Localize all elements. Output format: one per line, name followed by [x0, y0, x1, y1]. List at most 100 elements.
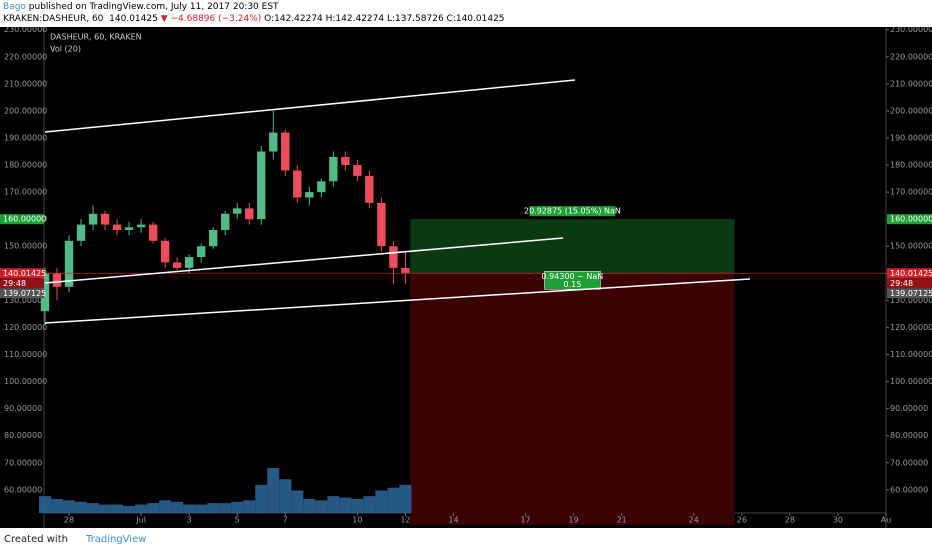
- countdown-box: [0, 278, 44, 289]
- y-tick-label: 100.00000: [4, 377, 47, 386]
- x-tick-label: 12: [400, 516, 410, 525]
- chart: 60.00000 60.00000 70.00000 70.00000 80.00000…: [0, 27, 932, 528]
- volume-bar: [135, 504, 148, 513]
- entry-label: 0.94300 ~ NaN: [542, 272, 604, 281]
- candle-body: [221, 213, 230, 230]
- candle-body: [196, 246, 206, 258]
- volume-bar: [315, 500, 328, 513]
- volume-bar: [195, 504, 208, 513]
- author[interactable]: Bago: [3, 2, 26, 12]
- volume-bar: [291, 490, 304, 513]
- y-tick-label: 210.00000: [890, 79, 932, 88]
- countdown: 29:48: [3, 279, 26, 288]
- candle-body: [317, 181, 326, 193]
- candle-body: [293, 170, 302, 198]
- price-marker: [0, 268, 44, 279]
- y-tick-label: 180.00000: [890, 161, 932, 170]
- y-tick-label: 90.00000: [890, 404, 928, 413]
- volume-bar: [279, 479, 292, 513]
- y-tick-label: 100.00000: [890, 377, 932, 386]
- price-marker-label: 140.01425: [890, 269, 932, 278]
- legend-series: DASHEUR, 60, KRAKEN: [50, 33, 142, 42]
- price-marker: [887, 268, 932, 279]
- target-label: 20.92875 (15.05%) NaN: [524, 207, 621, 216]
- qty-label: 0.15: [564, 280, 582, 289]
- candle-body: [329, 156, 338, 182]
- volume-bar: [207, 503, 220, 513]
- volume-bar: [51, 498, 64, 513]
- candle-body: [377, 202, 386, 247]
- volume-bar: [159, 500, 172, 513]
- volume-bar: [75, 501, 88, 513]
- y-tick-label: 190.00000: [4, 133, 47, 142]
- published: published on TradingView.com, July 11, 2…: [28, 2, 279, 12]
- volume-bar: [351, 498, 364, 513]
- candle-body: [365, 175, 374, 203]
- volume-bar: [63, 500, 76, 513]
- candle-body: [341, 156, 350, 166]
- x-tick-label: 17: [520, 516, 530, 525]
- price-marker-label: 160.00000: [890, 215, 932, 224]
- y-tick-label: 200.00000: [4, 106, 47, 115]
- volume-bar: [171, 501, 184, 513]
- y-tick-label: 120.00000: [4, 323, 47, 332]
- candle-body: [245, 208, 254, 220]
- candle-body: [184, 257, 194, 268]
- price-marker-label: 140.01425: [3, 269, 46, 278]
- volume-bar: [243, 500, 256, 513]
- candle-body: [269, 132, 278, 152]
- candle-body: [281, 132, 290, 171]
- x-tick-label: 14: [448, 516, 458, 525]
- countdown-box: [887, 278, 932, 289]
- trendline: [44, 278, 751, 324]
- change: ▼ −4.68896 (−3.24%): [160, 14, 262, 24]
- bid-box: [0, 288, 44, 299]
- x-tick-label: 26: [737, 516, 747, 525]
- y-tick-label: 220.00000: [890, 52, 932, 61]
- ohlc: O:142.42274 H:142.42274 L:137.58726 C:14…: [264, 14, 505, 24]
- y-tick-label: 200.00000: [890, 106, 932, 115]
- x-tick-label: 21: [617, 516, 627, 525]
- candle-body: [257, 151, 266, 220]
- y-tick-label: 110.00000: [4, 350, 47, 359]
- volume-bar: [363, 496, 376, 513]
- header: Bago published on TradingView.com, July …: [3, 1, 505, 25]
- y-tick-label: 170.00000: [4, 188, 47, 197]
- candle-body: [353, 165, 362, 176]
- candle-body: [305, 192, 314, 198]
- candle-body: [112, 224, 122, 230]
- y-tick-label: 60.00000: [4, 485, 42, 494]
- x-tick-label: 28: [64, 516, 74, 525]
- y-tick-label: 130.00000: [4, 296, 47, 305]
- volume-bar: [123, 505, 136, 513]
- stop-zone: [410, 273, 735, 525]
- x-tick-label: 19: [569, 516, 579, 525]
- bid-label: 139.07125: [3, 289, 46, 298]
- candle-body: [52, 273, 62, 287]
- volume-bar: [339, 497, 352, 513]
- price-marker: [0, 214, 44, 225]
- x-tick-label: 10: [352, 516, 362, 525]
- candle-body: [208, 229, 218, 247]
- y-tick-label: 210.00000: [4, 79, 47, 88]
- candle-body: [148, 224, 158, 241]
- volume-bar: [387, 487, 400, 513]
- price-marker: [887, 214, 932, 225]
- target-zone: [410, 219, 735, 274]
- price: 140.01425: [109, 14, 158, 24]
- volume-bar: [267, 468, 280, 513]
- entry-label-box: [544, 271, 601, 290]
- price-marker-label: 160.00000: [3, 215, 46, 224]
- volume-bar: [111, 504, 124, 513]
- brand[interactable]: TradingView: [85, 534, 147, 545]
- y-tick-label: 80.00000: [890, 431, 928, 440]
- volume-bar: [147, 503, 160, 513]
- volume-bar: [183, 504, 196, 513]
- trendline: [44, 79, 576, 133]
- volume-bar: [231, 501, 244, 513]
- y-tick-label: 190.00000: [890, 133, 932, 142]
- y-tick-label: 220.00000: [4, 52, 47, 61]
- volume-bar: [303, 498, 316, 513]
- countdown: 29:48: [890, 279, 913, 288]
